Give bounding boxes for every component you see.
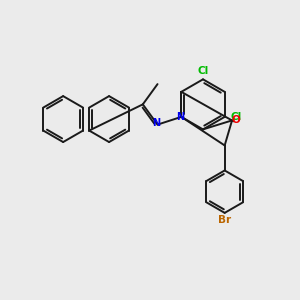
- Text: Cl: Cl: [198, 66, 209, 76]
- Text: Br: Br: [218, 215, 231, 225]
- Text: N: N: [152, 118, 160, 128]
- Text: N: N: [176, 112, 184, 122]
- Text: O: O: [231, 116, 240, 125]
- Text: Cl: Cl: [230, 112, 242, 122]
